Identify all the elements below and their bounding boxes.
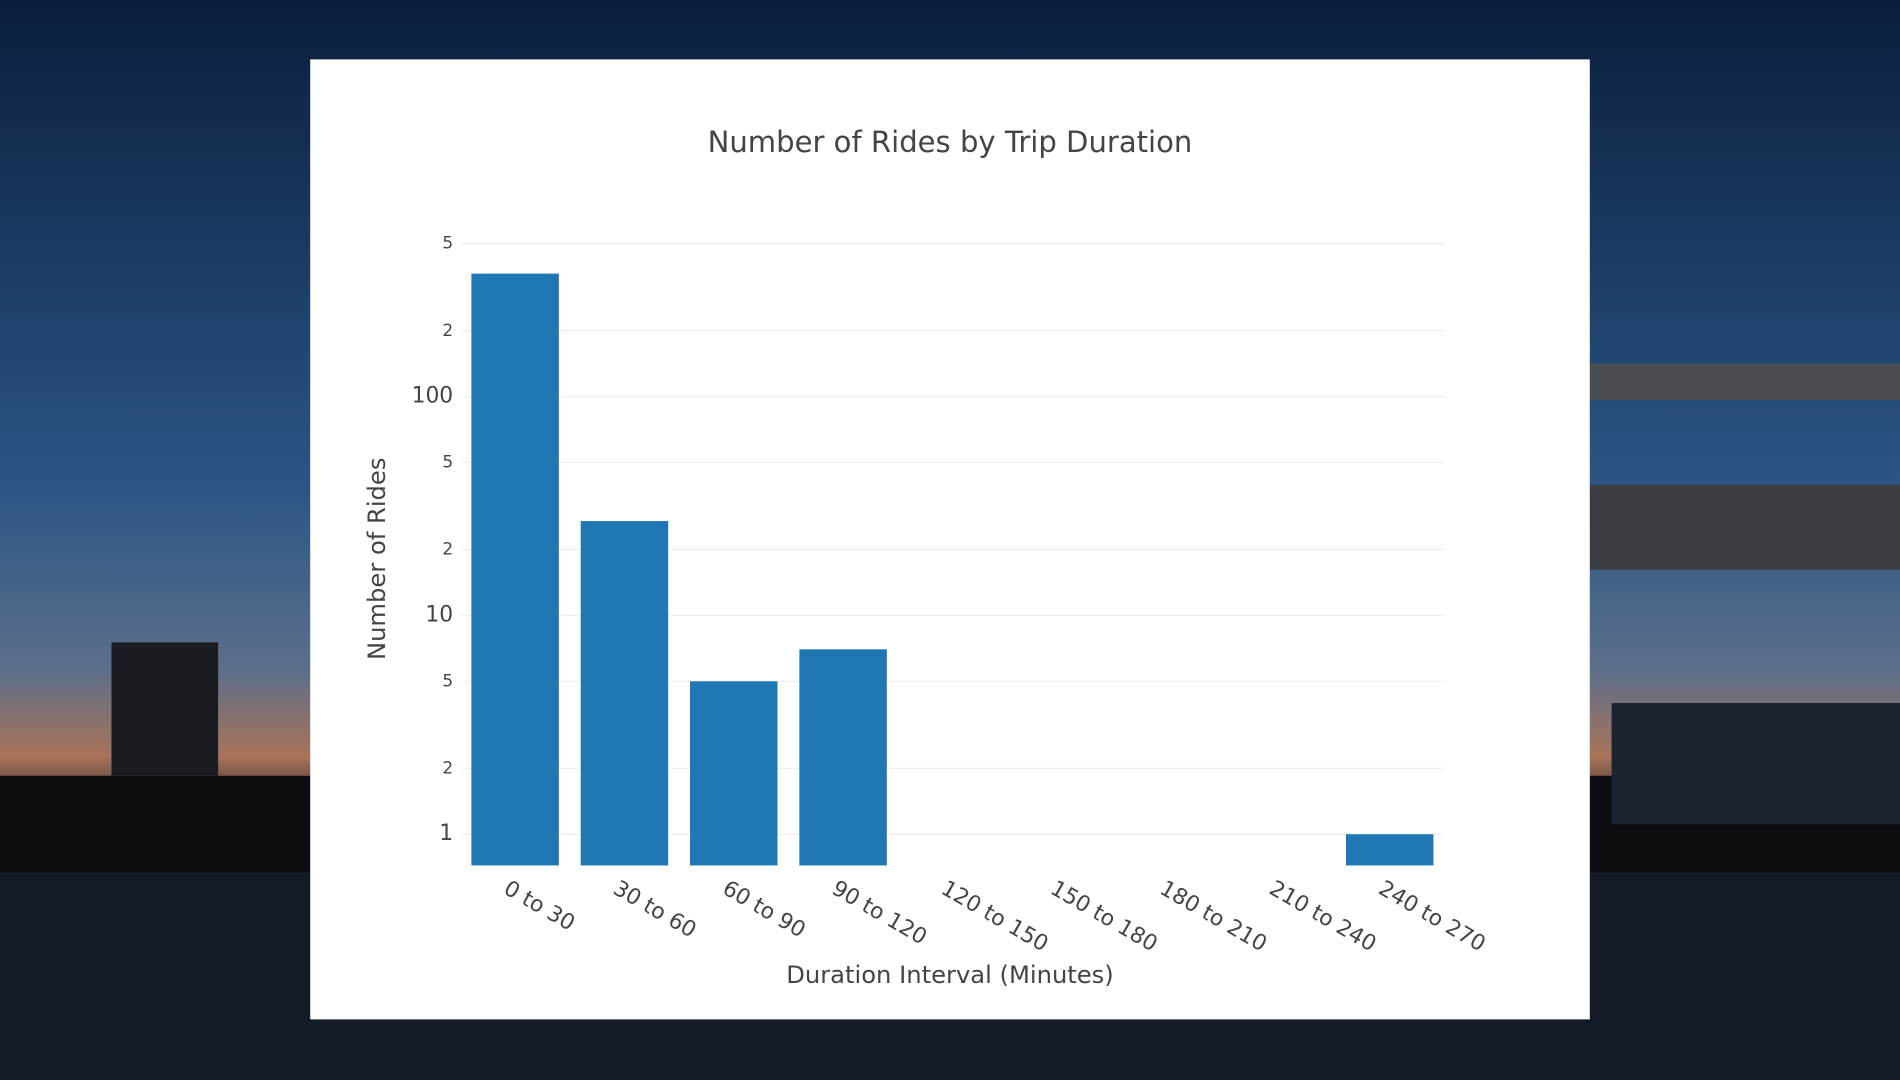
bridge: [1589, 484, 1900, 570]
bar: [580, 521, 669, 866]
y-tick-label: 5: [442, 233, 453, 253]
chart-title: Number of Rides by Trip Duration: [708, 125, 1193, 159]
bridge: [1589, 363, 1900, 400]
building: [111, 642, 219, 776]
y-tick-label: 10: [425, 602, 453, 627]
skyline: [1611, 703, 1900, 825]
bar: [799, 649, 887, 866]
y-tick-label: 100: [412, 384, 454, 409]
y-tick-label: 1: [439, 821, 453, 846]
bar: [690, 681, 778, 866]
y-tick-label: 2: [442, 320, 453, 340]
y-tick-label: 2: [442, 757, 453, 777]
bar: [471, 273, 559, 866]
y-tick-label: 5: [442, 670, 453, 690]
bar: [1345, 834, 1434, 866]
x-axis-title: Duration Interval (Minutes): [786, 961, 1114, 989]
y-axis-title: Number of Rides: [363, 458, 391, 661]
y-tick-label: 5: [442, 452, 453, 472]
y-tick-label: 2: [442, 539, 453, 559]
